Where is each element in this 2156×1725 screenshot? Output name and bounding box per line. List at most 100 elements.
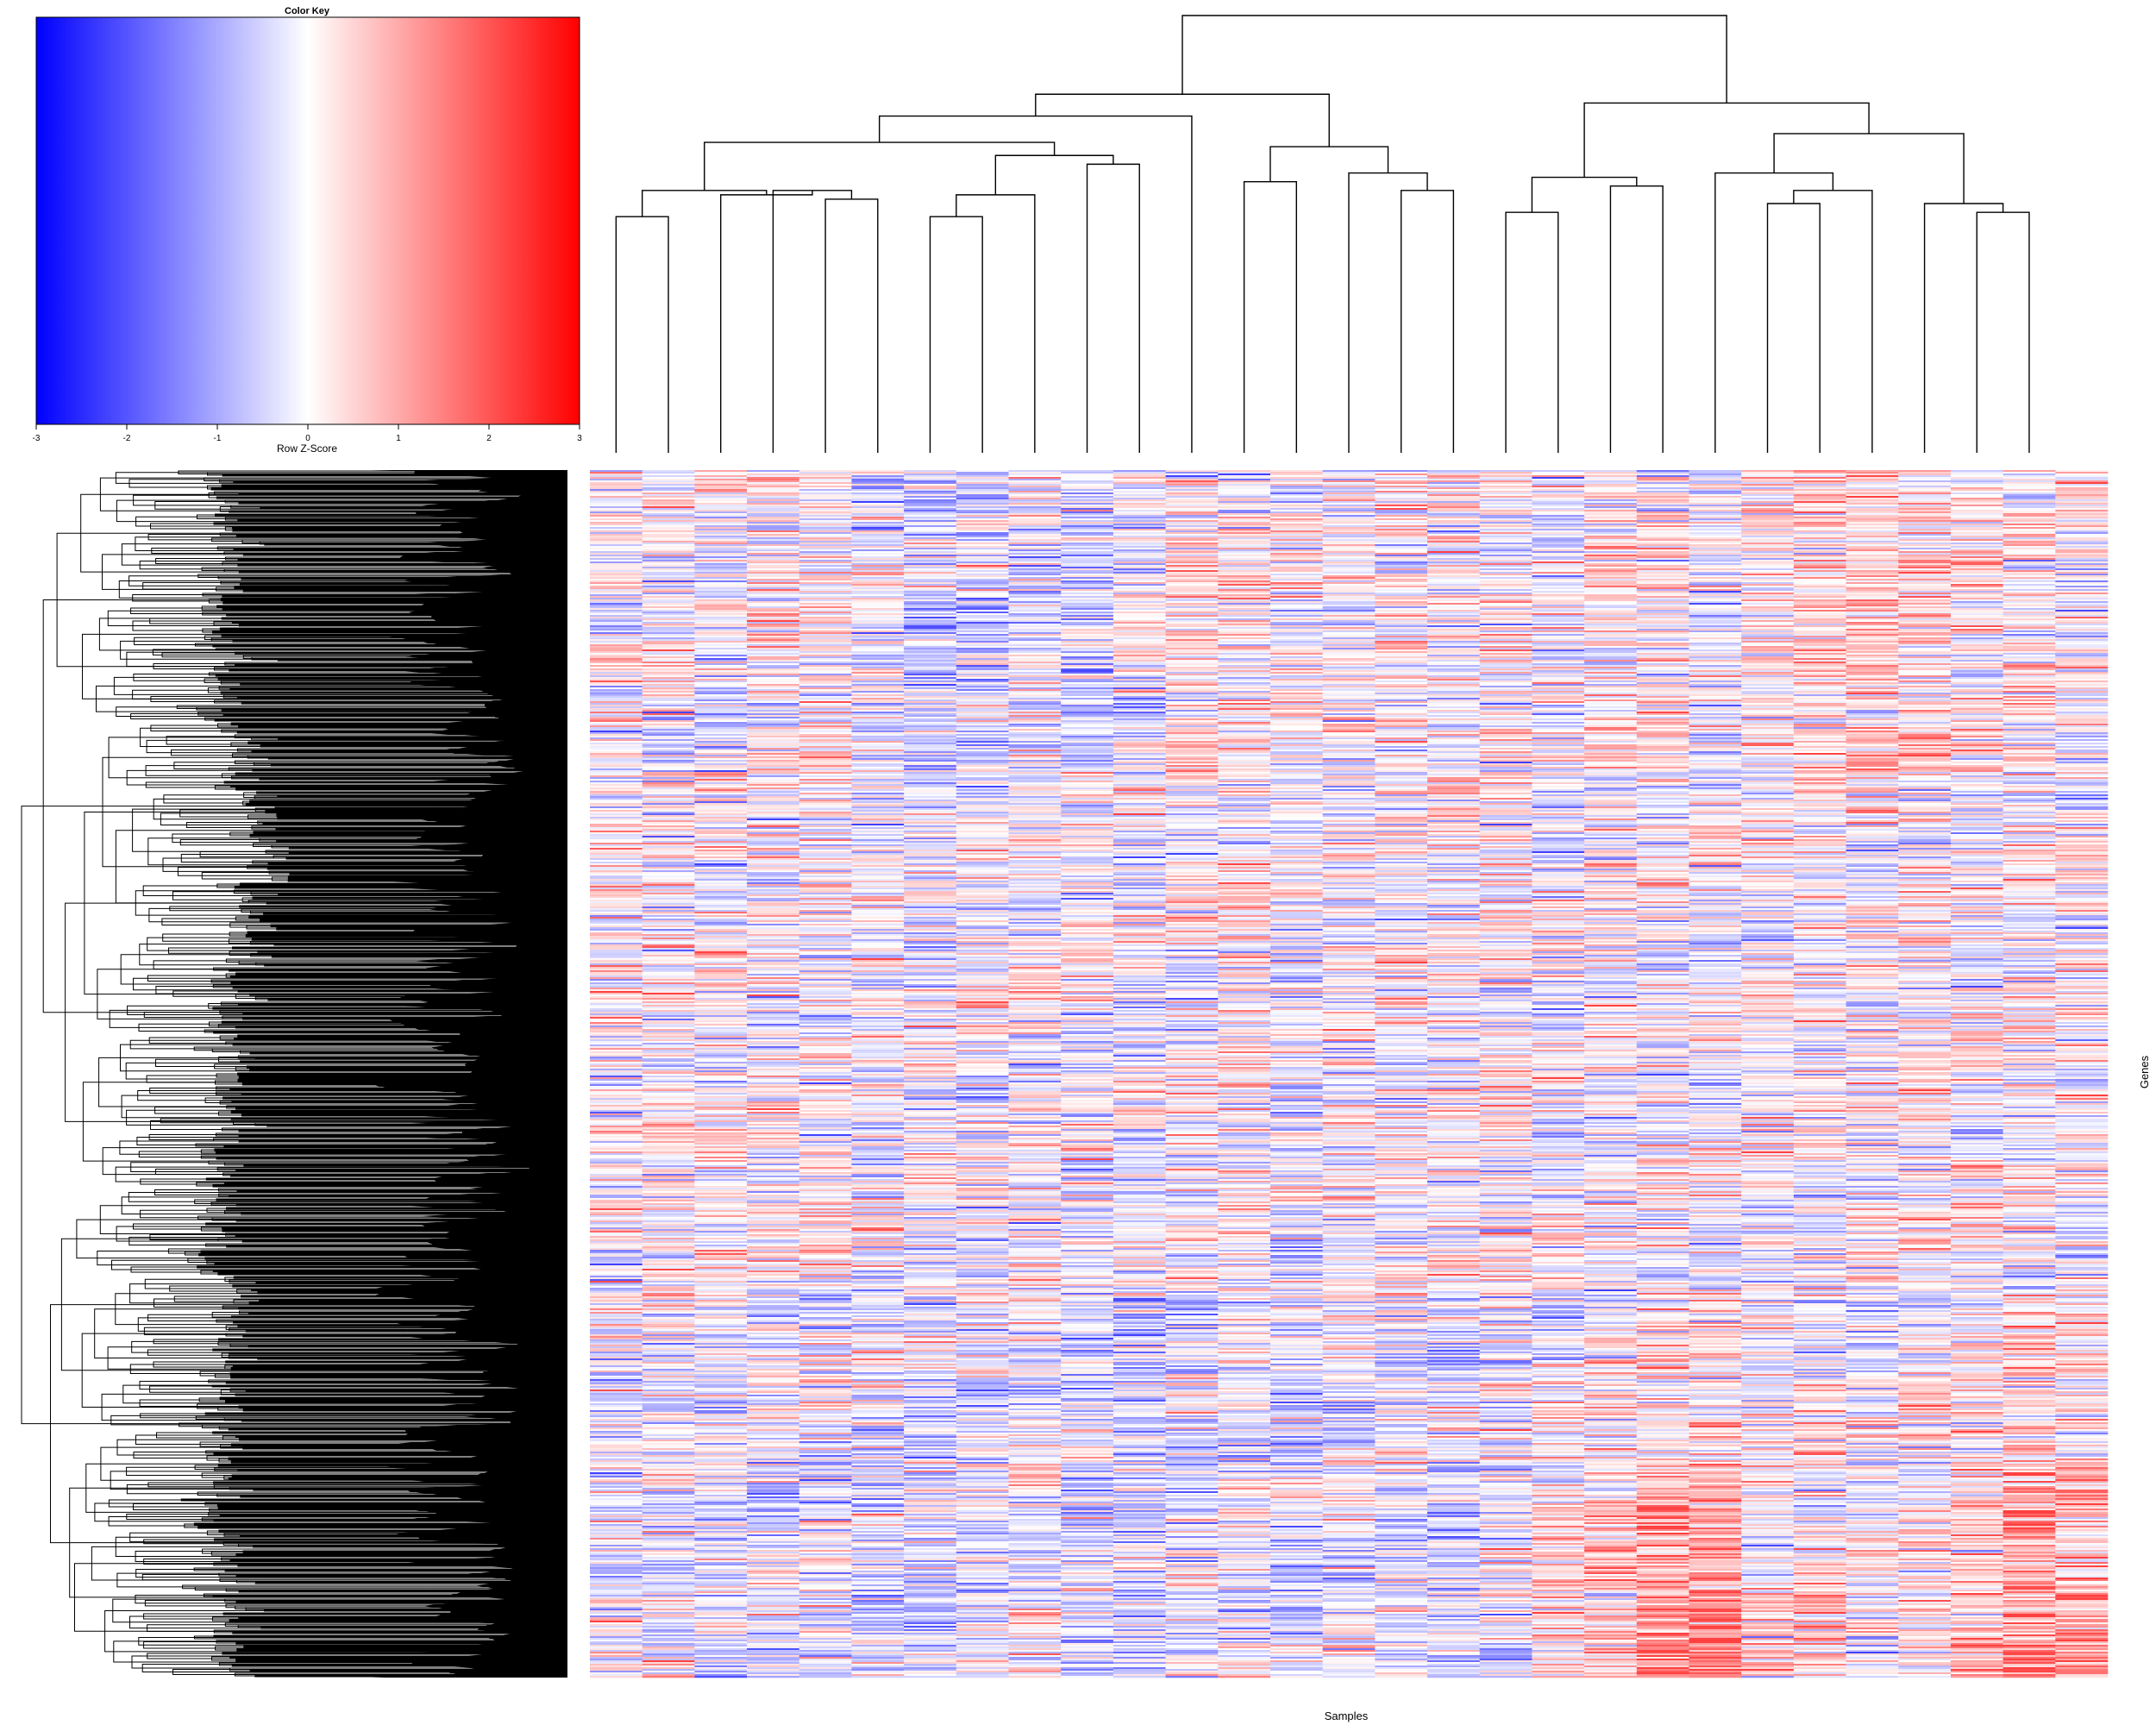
- heatmap-cell: [1375, 582, 1428, 585]
- heatmap-cell: [2055, 686, 2109, 688]
- heatmap-cell: [851, 613, 905, 616]
- heatmap-cell: [694, 506, 748, 509]
- heatmap-cell: [1061, 653, 1114, 656]
- heatmap-cell: [1218, 703, 1271, 706]
- heatmap-cell: [1793, 477, 1846, 480]
- heatmap-cell: [1636, 598, 1689, 600]
- heatmap-cell: [1532, 649, 1585, 652]
- heatmap-cell: [1218, 755, 1271, 757]
- heatmap-cell: [1584, 567, 1638, 569]
- heatmap-cell: [1165, 627, 1219, 630]
- heatmap-cell: [904, 679, 957, 681]
- heatmap-cell: [956, 591, 1009, 593]
- heatmap-cell: [747, 610, 800, 612]
- heatmap-cell: [1375, 725, 1428, 728]
- heatmap-cell: [747, 584, 800, 586]
- heatmap-cell: [1636, 558, 1689, 561]
- heatmap-cell: [1165, 694, 1219, 697]
- heatmap-cell: [1112, 474, 1166, 476]
- heatmap-cell: [1269, 727, 1323, 730]
- heatmap-cell: [2002, 646, 2056, 649]
- heatmap-cell: [1950, 522, 2003, 524]
- heatmap-cell: [1479, 677, 1532, 680]
- heatmap-cell: [1741, 632, 1795, 635]
- heatmap-cell: [1269, 705, 1323, 707]
- heatmap-cell: [1061, 561, 1114, 564]
- heatmap-cell: [956, 703, 1009, 706]
- heatmap-cell: [642, 612, 695, 614]
- heatmap-cell: [2055, 582, 2109, 585]
- heatmap-cell: [1846, 517, 1899, 519]
- heatmap-cell: [1112, 511, 1166, 514]
- heatmap-cell: [642, 701, 695, 704]
- heatmap-cell: [1741, 486, 1795, 488]
- heatmap-cell: [747, 618, 800, 621]
- heatmap-cell: [1165, 505, 1219, 507]
- heatmap-cell: [1898, 729, 1952, 731]
- heatmap-cell: [1636, 587, 1689, 590]
- heatmap-cell: [590, 710, 642, 712]
- heatmap-cell: [1061, 558, 1114, 561]
- heatmap-cell: [1898, 658, 1952, 661]
- heatmap-cell: [642, 492, 695, 495]
- heatmap-cell: [747, 572, 800, 574]
- heatmap-cell: [1584, 549, 1638, 552]
- row-dendrogram: [21, 470, 567, 1678]
- heatmap-cell: [747, 731, 800, 733]
- heatmap-cell: [1532, 744, 1585, 747]
- heatmap-cell: [747, 527, 800, 530]
- heatmap-cell: [1375, 484, 1428, 486]
- heatmap-cell: [1008, 734, 1062, 737]
- heatmap-cell: [1269, 608, 1323, 611]
- heatmap-cell: [1427, 632, 1481, 635]
- heatmap-cell: [799, 575, 852, 578]
- heatmap-cell: [904, 734, 957, 737]
- heatmap-cell: [851, 756, 905, 759]
- heatmap-cell: [1061, 760, 1114, 762]
- heatmap-cell: [1061, 582, 1114, 585]
- heatmap-cell: [1636, 758, 1689, 761]
- heatmap-cell: [1112, 610, 1166, 612]
- heatmap-cell: [1793, 625, 1846, 628]
- heatmap-cell: [1165, 651, 1219, 654]
- heatmap-cell: [799, 744, 852, 747]
- heatmap-cell: [1269, 665, 1323, 668]
- heatmap-cell: [1950, 739, 2003, 742]
- heatmap-cell: [1793, 682, 1846, 685]
- heatmap-cell: [1584, 708, 1638, 711]
- heatmap-cell: [1269, 712, 1323, 714]
- heatmap-cell: [1375, 756, 1428, 759]
- heatmap-cell: [1532, 625, 1585, 628]
- heatmap-cell: [747, 544, 800, 547]
- heatmap-cell: [799, 492, 852, 495]
- heatmap-cell: [1846, 760, 1899, 762]
- heatmap-cell: [1061, 698, 1114, 700]
- heatmap-cell: [2055, 541, 2109, 543]
- heatmap-cell: [1689, 693, 1742, 695]
- heatmap-cell: [904, 577, 957, 580]
- heatmap-cell: [1532, 529, 1585, 531]
- heatmap-cell: [1479, 482, 1532, 485]
- heatmap-cell: [1375, 637, 1428, 640]
- heatmap-cell: [1950, 491, 2003, 493]
- heatmap-cell: [1950, 636, 2003, 638]
- heatmap-cell: [956, 636, 1009, 638]
- heatmap-cell: [904, 560, 957, 562]
- heatmap-cell: [1269, 508, 1323, 511]
- heatmap-cell: [1375, 558, 1428, 561]
- heatmap-cell: [1689, 710, 1742, 712]
- heatmap-cell: [1112, 746, 1166, 749]
- heatmap-cell: [694, 670, 748, 673]
- heatmap-cell: [590, 472, 642, 474]
- heatmap-cell: [1846, 594, 1899, 597]
- heatmap-cell: [1008, 489, 1062, 492]
- heatmap-cell: [2002, 591, 2056, 593]
- heatmap-cell: [1532, 618, 1585, 621]
- heatmap-cell: [1636, 591, 1689, 593]
- heatmap-cell: [1741, 515, 1795, 518]
- heatmap-cell: [642, 710, 695, 712]
- heatmap-cell: [1375, 508, 1428, 511]
- heatmap-cell: [1741, 756, 1795, 759]
- heatmap-cell: [747, 662, 800, 664]
- heatmap-cell: [642, 480, 695, 483]
